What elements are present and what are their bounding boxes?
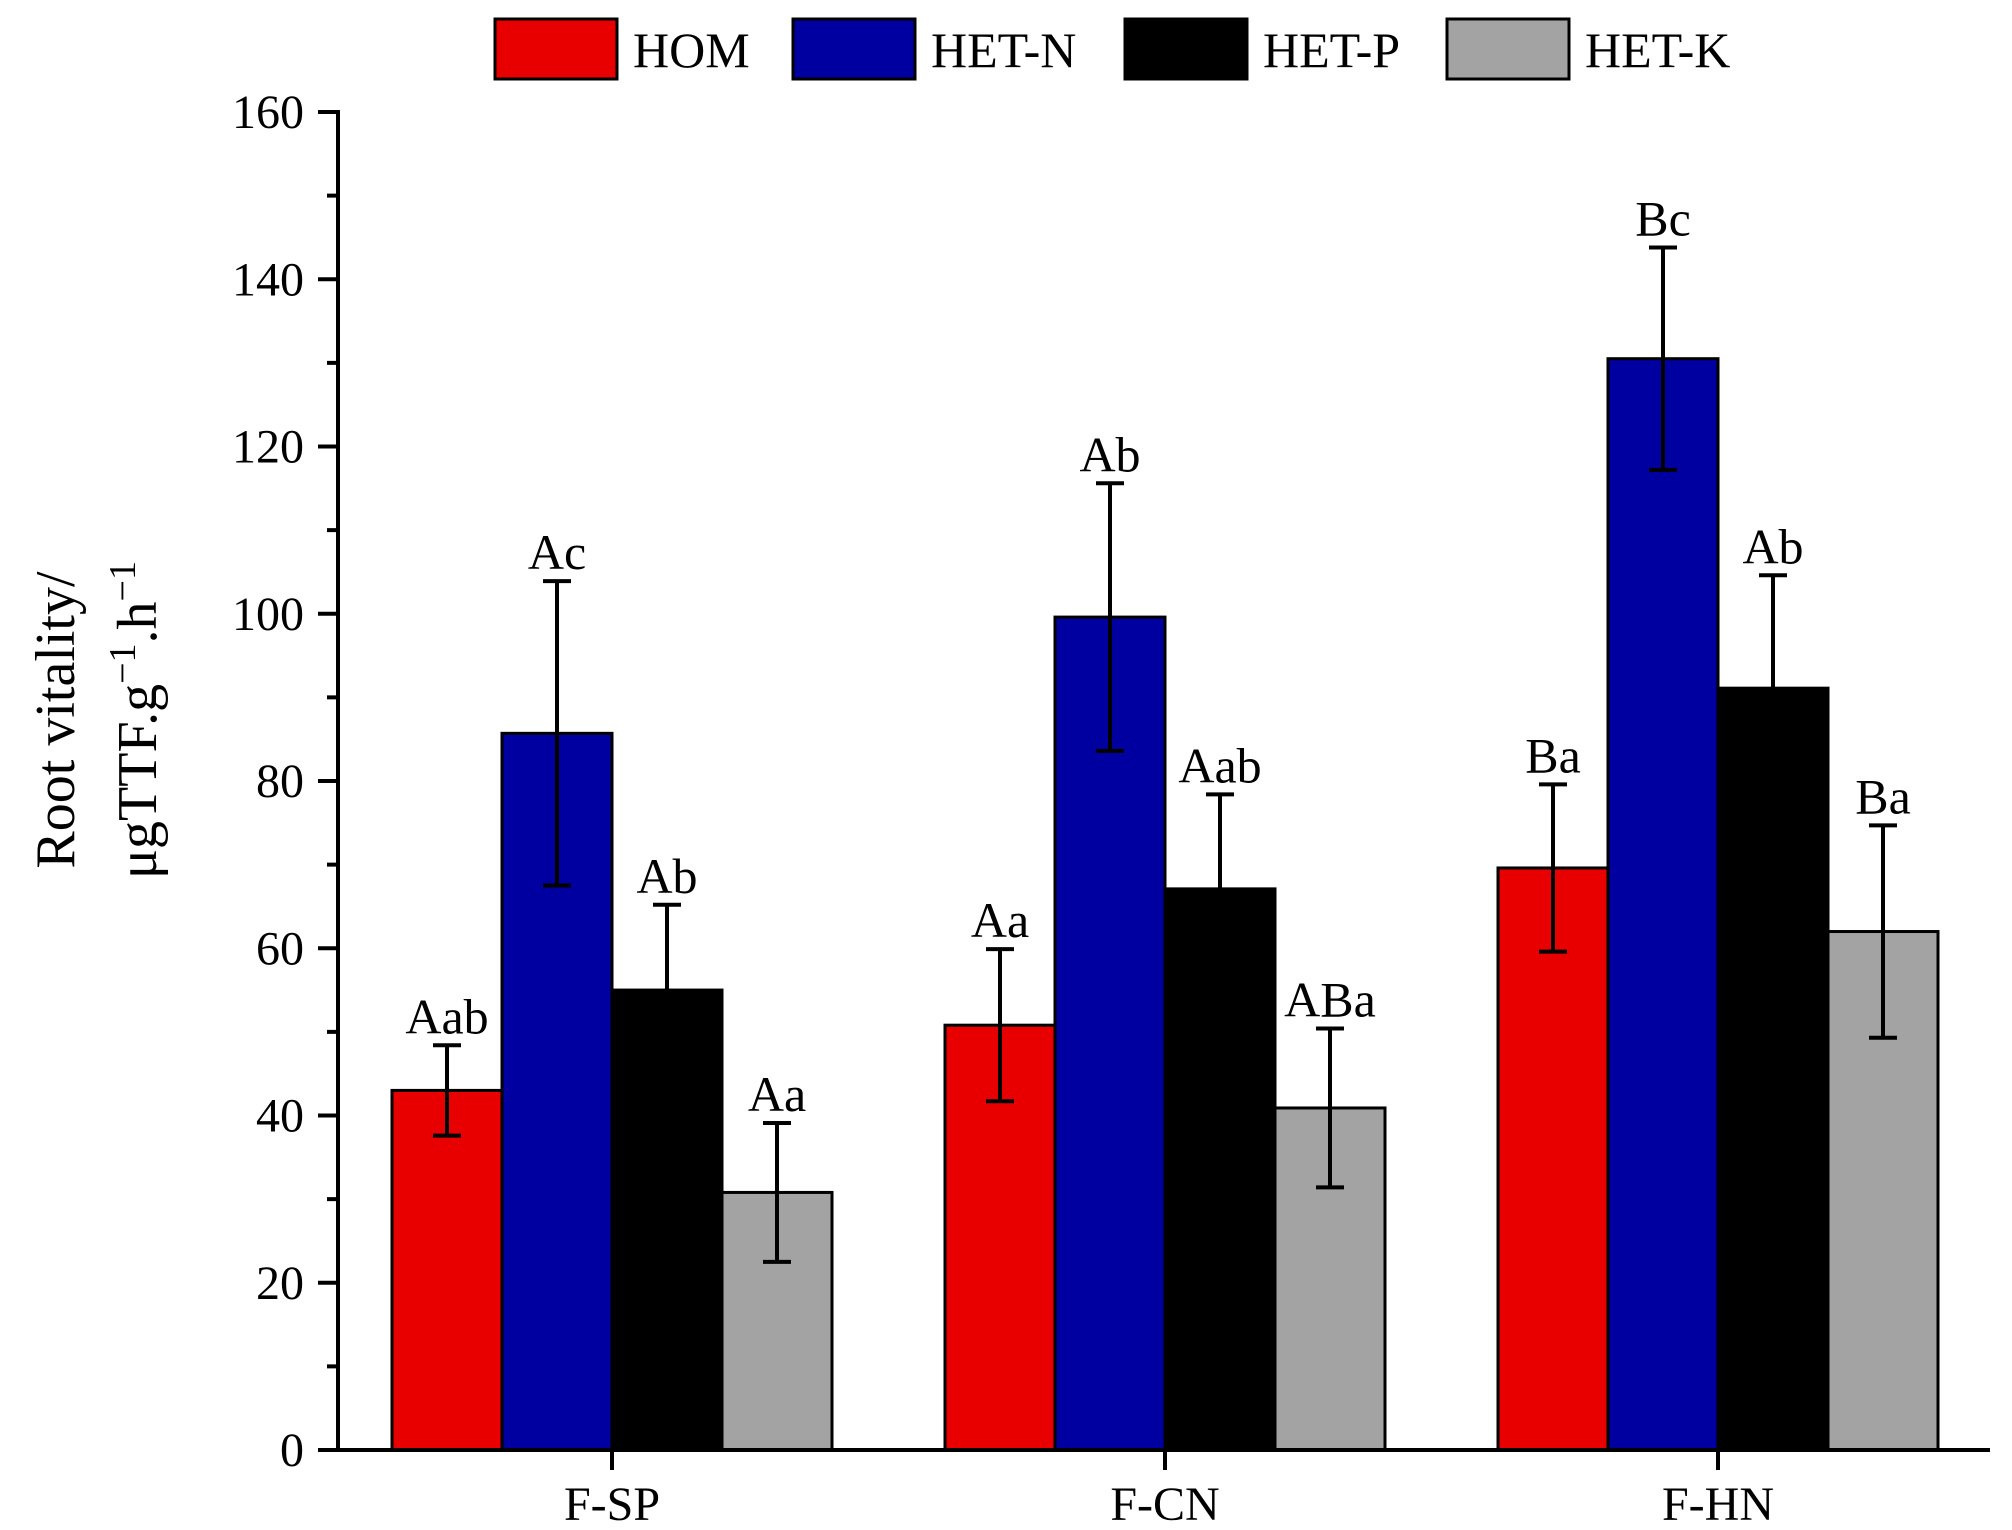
y-axis-unit-exp2: −1: [102, 561, 144, 601]
y-axis-unit-mid: .h: [107, 601, 169, 643]
legend-label-hom: HOM: [633, 22, 750, 78]
legend-swatch-het-p: [1123, 17, 1249, 81]
bar-het-n-f-hn: [1606, 357, 1720, 1452]
y-tick-label: 100: [232, 588, 304, 641]
x-category-label: F-SP: [564, 1478, 660, 1530]
significance-label: Aa: [748, 1066, 806, 1122]
x-category-labels: F-SP F-CN F-HN: [564, 1450, 1774, 1530]
y-tick-label: 40: [256, 1090, 304, 1143]
y-axis-unit-base: μgTTF.g: [107, 684, 169, 879]
x-category-label: F-CN: [1110, 1478, 1219, 1530]
y-tick-label: 60: [256, 922, 304, 975]
significance-label: Bc: [1635, 190, 1691, 246]
y-tick-label: 160: [232, 86, 304, 139]
legend-swatch-hom: [493, 17, 619, 81]
legend: HOM HET-N HET-P HET-K: [493, 17, 1730, 81]
significance-label: Ab: [636, 848, 697, 904]
x-category-label: F-HN: [1662, 1478, 1774, 1530]
bar-het-p-f-hn: [1716, 686, 1830, 1452]
significance-label: Ac: [528, 524, 586, 580]
significance-label: Aa: [971, 892, 1029, 948]
legend-label-het-n: HET-N: [931, 22, 1076, 78]
y-tick-label: 120: [232, 421, 304, 474]
bar-hom-f-hn: [1496, 866, 1610, 1452]
legend-swatch-het-k: [1445, 17, 1571, 81]
error-bars: [433, 245, 1897, 1264]
legend-label-het-k: HET-K: [1585, 22, 1730, 78]
significance-label: Ab: [1079, 426, 1140, 482]
significance-label: Ba: [1525, 727, 1581, 783]
y-tick-label: 0: [280, 1424, 304, 1477]
significance-label: ABa: [1284, 972, 1376, 1028]
y-tick-label: 140: [232, 253, 304, 306]
y-axis-title-line1: Root vitality/: [25, 571, 87, 869]
significance-label: Aab: [1178, 737, 1261, 793]
significance-label: Ab: [1742, 518, 1803, 574]
y-axis-title-line2: μgTTF.g−1.h−1: [102, 561, 169, 879]
significance-label: Ba: [1855, 768, 1911, 824]
y-tick-label: 20: [256, 1257, 304, 1310]
y-tick-label: 80: [256, 755, 304, 808]
bar-hom-f-sp: [390, 1088, 504, 1452]
bars: [390, 357, 1940, 1452]
y-ticks: 0 20 40 60 80 100 120 140 160: [232, 86, 338, 1477]
legend-label-het-p: HET-P: [1263, 22, 1400, 78]
significance-labels: Aab Ac Ab Aa Aa Ab Aab ABa Ba Bc Ab Ba: [405, 190, 1910, 1122]
y-axis-unit-exp1: −1: [102, 643, 144, 683]
legend-swatch-het-n: [791, 17, 917, 81]
significance-label: Aab: [405, 988, 488, 1044]
